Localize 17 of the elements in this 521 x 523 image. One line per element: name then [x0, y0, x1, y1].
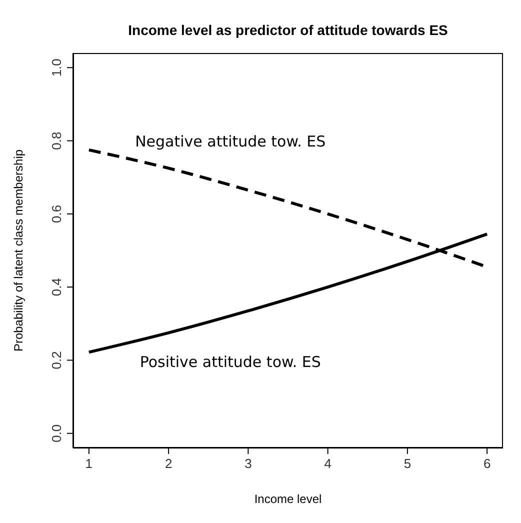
series-label: Positive attitude tow. ES: [140, 353, 321, 372]
y-tick-label: 0.8: [49, 132, 64, 150]
y-tick-label: 0.2: [49, 351, 64, 370]
x-tick-label: 3: [244, 456, 252, 471]
x-tick-label: 5: [404, 456, 412, 471]
x-tick-label: 2: [164, 456, 172, 471]
y-tick-label: 0.0: [49, 424, 64, 442]
chart-title: Income level as predictor of attitude towards ES: [127, 22, 449, 38]
x-tick-label: 4: [324, 456, 332, 471]
series-label: Negative attitude tow. ES: [135, 132, 326, 151]
y-axis-title: Probability of latent class membership: [11, 149, 26, 352]
x-axis-title: Income level: [254, 492, 322, 506]
y-tick-label: 0.6: [49, 204, 64, 223]
x-tick-label: 1: [85, 456, 93, 471]
x-tick-label: 6: [483, 456, 491, 471]
y-tick-label: 0.4: [49, 278, 64, 296]
y-tick-label: 1.0: [49, 58, 64, 77]
